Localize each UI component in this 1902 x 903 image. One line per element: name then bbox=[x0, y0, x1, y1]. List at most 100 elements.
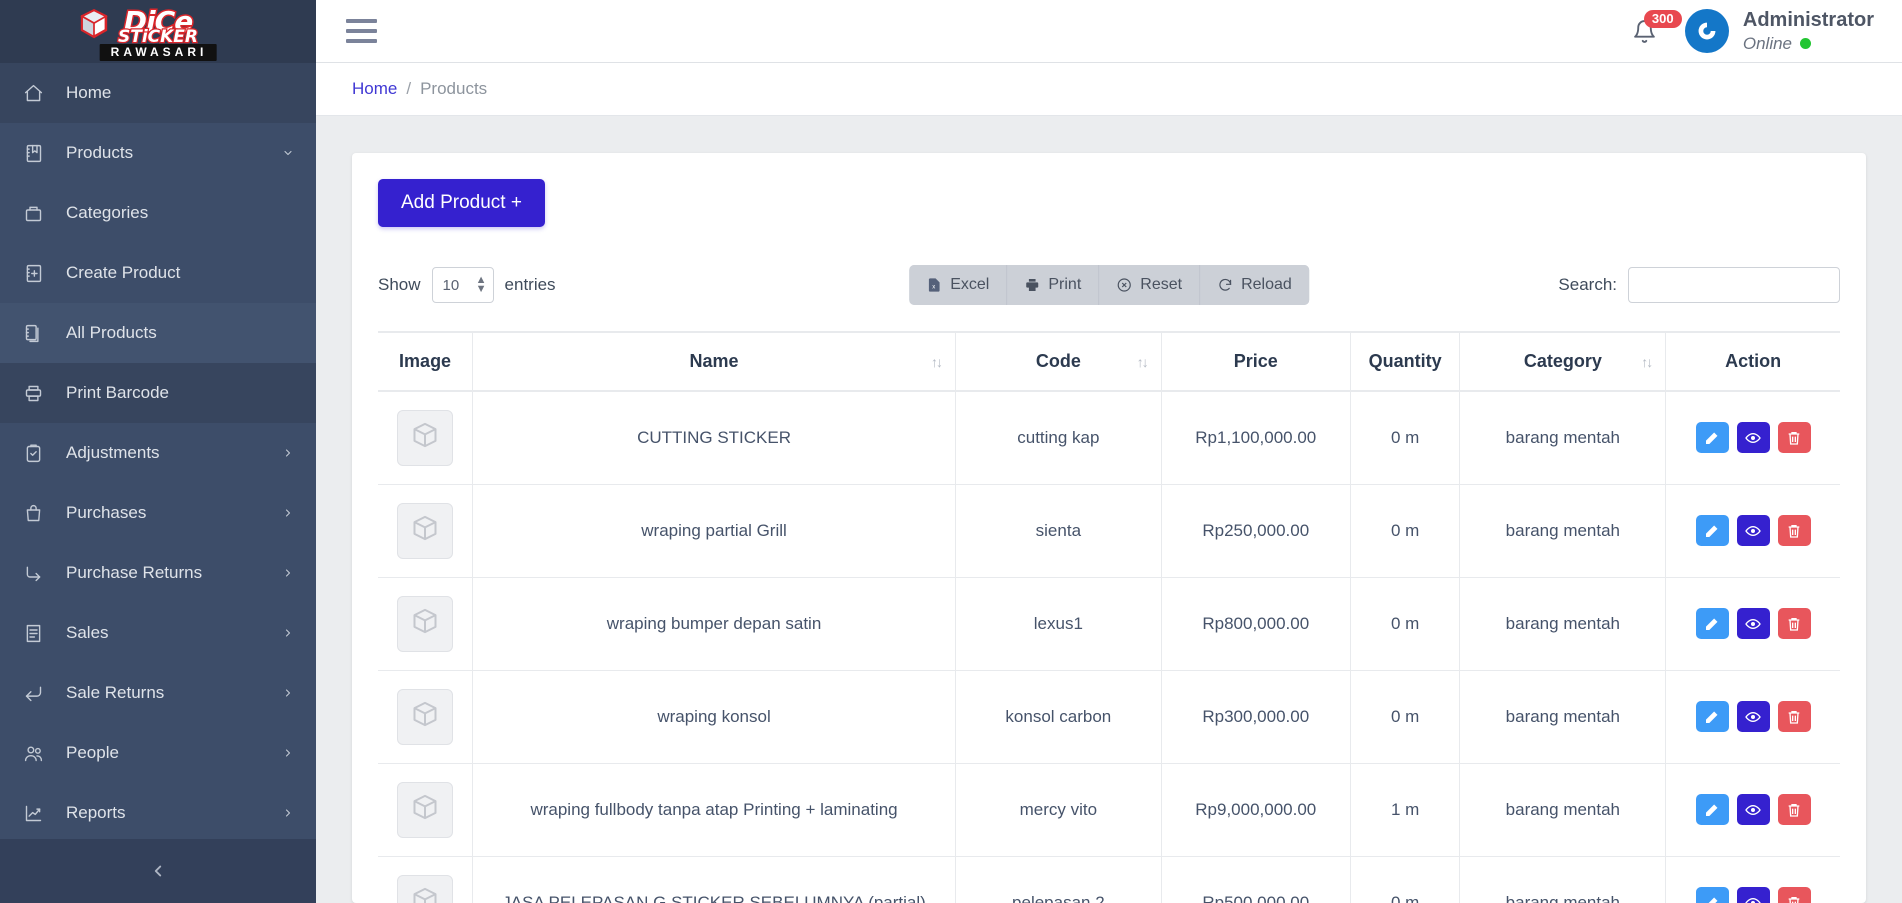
view-button[interactable] bbox=[1736, 515, 1770, 546]
view-button[interactable] bbox=[1736, 608, 1770, 639]
printer-icon bbox=[20, 380, 46, 406]
sidebar-item-people[interactable]: People bbox=[0, 723, 316, 783]
column-header-price: Price bbox=[1160, 331, 1351, 392]
cell-category: barang mentah bbox=[1459, 484, 1666, 578]
cell-code: sienta bbox=[954, 484, 1162, 578]
hamburger-icon[interactable] bbox=[346, 19, 380, 43]
delete-button[interactable] bbox=[1777, 701, 1811, 732]
product-thumbnail[interactable] bbox=[397, 409, 454, 466]
export-button-group: x Excel Print bbox=[909, 265, 1309, 305]
sidebar-collapse-button[interactable] bbox=[0, 839, 316, 903]
sidebar-item-sale-returns[interactable]: Sale Returns bbox=[0, 663, 316, 723]
delete-button[interactable] bbox=[1777, 608, 1811, 639]
product-thumbnail[interactable] bbox=[397, 502, 454, 559]
sidebar-item-create-product[interactable]: Create Product bbox=[0, 243, 316, 303]
column-header-category[interactable]: Category ↑↓ bbox=[1459, 331, 1666, 392]
cell-quantity: 0 m bbox=[1349, 670, 1460, 764]
edit-button[interactable] bbox=[1695, 515, 1729, 546]
eye-icon bbox=[1745, 525, 1761, 536]
product-thumbnail[interactable] bbox=[397, 874, 454, 903]
breadcrumb: Home / Products bbox=[316, 63, 1902, 116]
delete-button[interactable] bbox=[1777, 422, 1811, 454]
notifications-button[interactable]: 300 bbox=[1632, 9, 1682, 44]
cell-price: Rp800,000.00 bbox=[1160, 577, 1351, 671]
cell-quantity: 0 m bbox=[1349, 856, 1460, 903]
products-card: Add Product + Show 10 ▲ ▼ entries bbox=[352, 153, 1866, 903]
reset-button[interactable]: Reset bbox=[1099, 265, 1201, 305]
show-label: Show bbox=[378, 275, 421, 294]
arrow-return-icon bbox=[20, 560, 46, 586]
column-header-quantity: Quantity bbox=[1349, 331, 1460, 392]
cell-name: CUTTING STICKER bbox=[472, 391, 956, 485]
column-header-label: Category bbox=[1523, 351, 1602, 371]
trash-icon bbox=[1788, 896, 1800, 903]
sidebar-item-label: Home bbox=[66, 83, 112, 102]
edit-button[interactable] bbox=[1695, 887, 1729, 903]
table-row: wraping konsol konsol carbon Rp300,000.00 0… bbox=[378, 670, 1840, 764]
excel-button[interactable]: x Excel bbox=[909, 265, 1008, 305]
view-button[interactable] bbox=[1736, 422, 1770, 454]
view-button[interactable] bbox=[1736, 887, 1770, 903]
cell-name: wraping fullbody tanpa atap Printing + l… bbox=[472, 763, 956, 857]
product-thumbnail[interactable] bbox=[397, 688, 454, 745]
user-avatar-icon bbox=[1692, 16, 1721, 46]
sidebar-item-label: Create Product bbox=[66, 263, 181, 282]
sidebar-item-label: Categories bbox=[66, 203, 149, 222]
sidebar-item-print-barcode[interactable]: Print Barcode bbox=[0, 363, 316, 423]
table-header-row: Image Name ↑↓ Code ↑↓ Price Quantity Category ↑↓… bbox=[378, 331, 1840, 392]
bag-icon bbox=[20, 500, 46, 526]
chevron-left-icon bbox=[154, 865, 162, 877]
pencil-icon bbox=[1706, 432, 1718, 444]
sidebar-item-adjustments[interactable]: Adjustments bbox=[0, 423, 316, 483]
edit-button[interactable] bbox=[1695, 701, 1729, 732]
content-area: Add Product + Show 10 ▲ ▼ entries bbox=[316, 116, 1902, 903]
column-header-name[interactable]: Name ↑↓ bbox=[472, 331, 956, 392]
cell-code: cutting kap bbox=[954, 391, 1162, 485]
sidebar-item-reports[interactable]: Reports bbox=[0, 783, 316, 843]
breadcrumb-home[interactable]: Home bbox=[352, 79, 398, 98]
sidebar-item-products[interactable]: Products bbox=[0, 123, 316, 183]
user-info[interactable]: Administrator Online bbox=[1743, 8, 1874, 54]
printer-icon bbox=[1026, 279, 1039, 291]
reset-label: Reset bbox=[1140, 276, 1183, 293]
cell-name: wraping partial Grill bbox=[472, 484, 956, 578]
product-thumbnail[interactable] bbox=[397, 595, 454, 652]
cell-category: barang mentah bbox=[1459, 763, 1666, 857]
print-button[interactable]: Print bbox=[1007, 265, 1100, 305]
sort-arrows-icon: ↑↓ bbox=[1136, 353, 1149, 370]
avatar[interactable] bbox=[1684, 9, 1729, 53]
delete-button[interactable] bbox=[1777, 887, 1811, 903]
product-thumbnail[interactable] bbox=[397, 781, 454, 838]
row-actions bbox=[1676, 794, 1830, 825]
sidebar-item-all-products[interactable]: All Products bbox=[0, 303, 316, 363]
eye-icon bbox=[1745, 804, 1761, 815]
row-actions bbox=[1676, 608, 1830, 639]
cell-name: wraping bumper depan satin bbox=[472, 577, 956, 671]
edit-button[interactable] bbox=[1695, 422, 1729, 454]
view-button[interactable] bbox=[1736, 794, 1770, 825]
cell-price: Rp300,000.00 bbox=[1160, 670, 1351, 764]
edit-button[interactable] bbox=[1695, 794, 1729, 825]
add-product-button[interactable]: Add Product + bbox=[378, 179, 545, 227]
logo-location-text: RAWASARI bbox=[99, 43, 217, 61]
column-header-code[interactable]: Code ↑↓ bbox=[954, 331, 1162, 392]
view-button[interactable] bbox=[1736, 701, 1770, 732]
package-icon bbox=[411, 607, 439, 640]
sidebar-item-sales[interactable]: Sales bbox=[0, 603, 316, 663]
entries-select[interactable]: 10 ▲ ▼ bbox=[431, 267, 494, 303]
package-icon bbox=[411, 421, 439, 454]
chevron-right-icon bbox=[282, 567, 294, 579]
sidebar-item-categories[interactable]: Categories bbox=[0, 183, 316, 243]
sidebar-item-purchases[interactable]: Purchases bbox=[0, 483, 316, 543]
reload-button[interactable]: Reload bbox=[1200, 265, 1309, 305]
delete-button[interactable] bbox=[1777, 515, 1811, 546]
sidebar-item-purchase-returns[interactable]: Purchase Returns bbox=[0, 543, 316, 603]
eye-icon bbox=[1745, 897, 1761, 903]
sidebar-item-home[interactable]: Home bbox=[0, 63, 316, 123]
edit-button[interactable] bbox=[1695, 608, 1729, 639]
delete-button[interactable] bbox=[1777, 794, 1811, 825]
brand-logo[interactable]: DiCe STiCKER RAWASARI bbox=[0, 0, 316, 63]
search-input[interactable] bbox=[1628, 267, 1840, 303]
table-row: CUTTING STICKER cutting kap Rp1,100,000.00… bbox=[378, 391, 1840, 485]
sidebar-item-label: Print Barcode bbox=[66, 383, 169, 402]
